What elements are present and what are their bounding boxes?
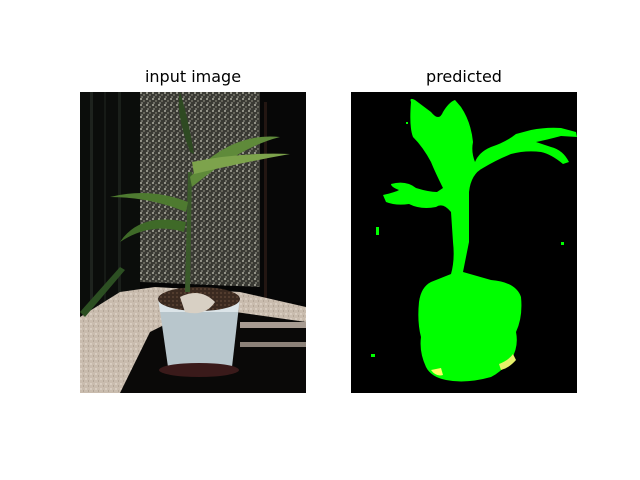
- input-image-title: input image: [144, 67, 242, 86]
- predicted-mask: [351, 92, 577, 393]
- plant-photo-icon: [80, 92, 306, 393]
- segmentation-mask-icon: [351, 92, 577, 393]
- input-image: [80, 92, 306, 393]
- predicted-title: predicted: [426, 67, 502, 86]
